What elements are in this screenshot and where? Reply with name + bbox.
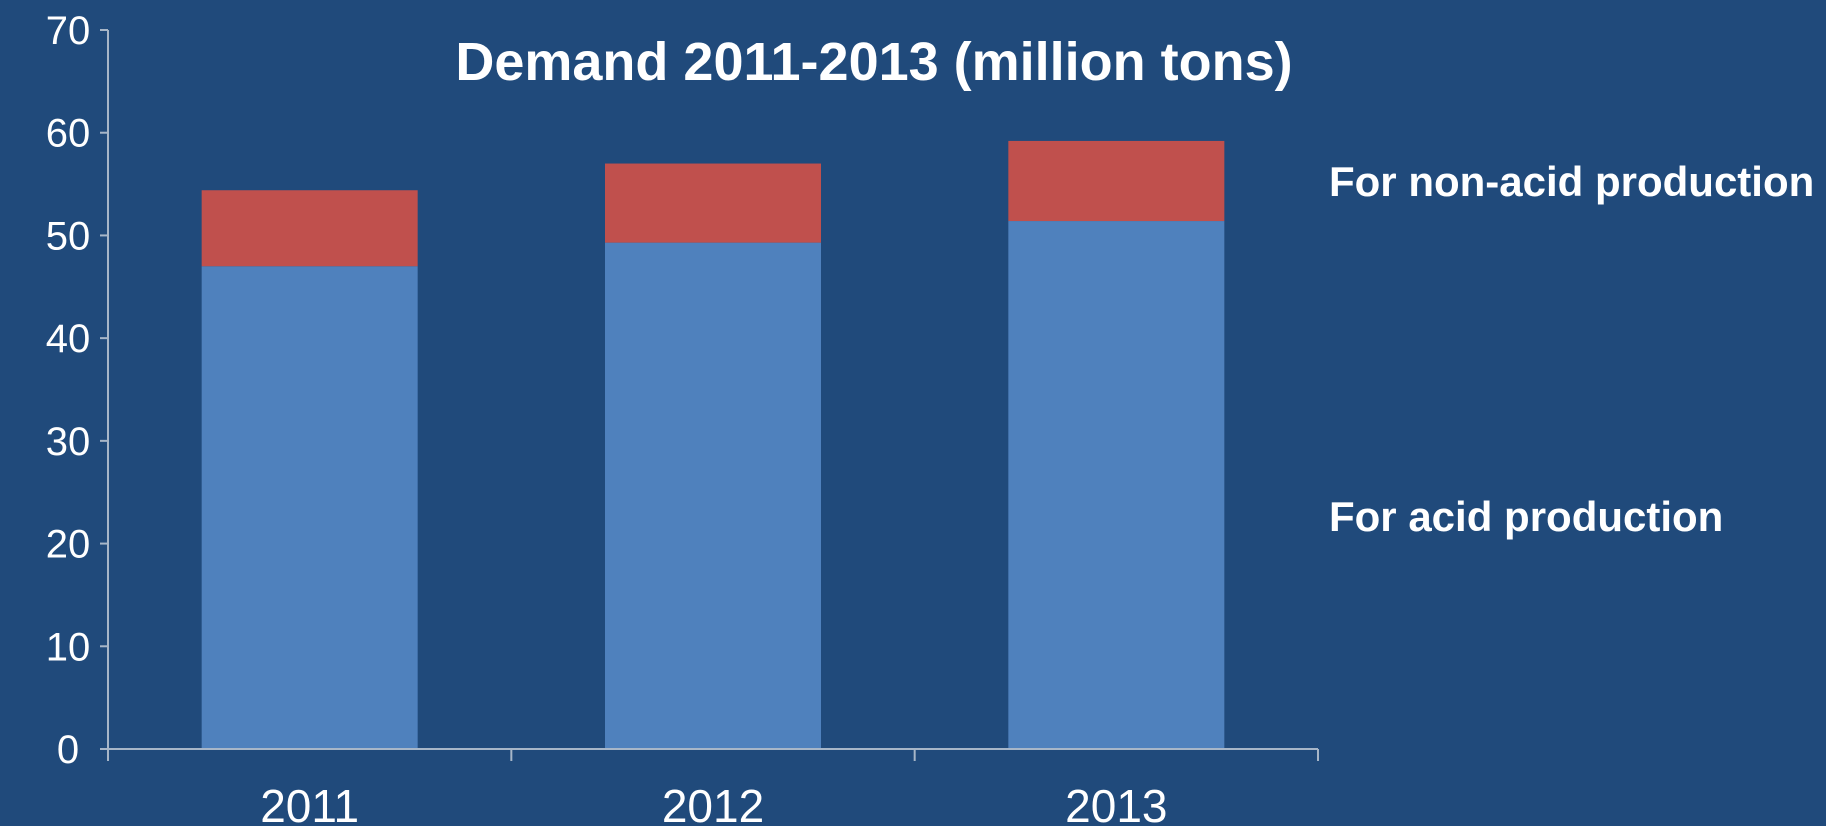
series-label-non-acid: For non-acid production [1329,158,1814,205]
y-tick-label: 50 [46,214,91,258]
bars-group [202,141,1225,749]
x-category-label: 2012 [662,780,764,826]
bar-segment-acid-2011 [202,266,418,749]
y-tick-label: 30 [46,420,91,464]
y-tick-label: 60 [46,112,91,156]
y-tick-label: 70 [46,9,91,53]
bar-segment-acid-2013 [1008,221,1224,749]
bar-segment-non-acid-2011 [202,190,418,266]
y-tick-label: 40 [46,317,91,361]
x-category-label: 2011 [260,780,359,826]
bar-segment-non-acid-2012 [605,164,821,243]
x-category-label: 2013 [1065,780,1167,826]
series-label-acid: For acid production [1329,493,1723,540]
y-tick-label: 20 [46,523,91,567]
y-tick-label: 0 [57,728,79,772]
bar-segment-acid-2012 [605,243,821,749]
y-tick-label: 10 [46,625,91,669]
bar-segment-non-acid-2013 [1008,141,1224,221]
chart-title: Demand 2011-2013 (million tons) [455,32,1292,92]
